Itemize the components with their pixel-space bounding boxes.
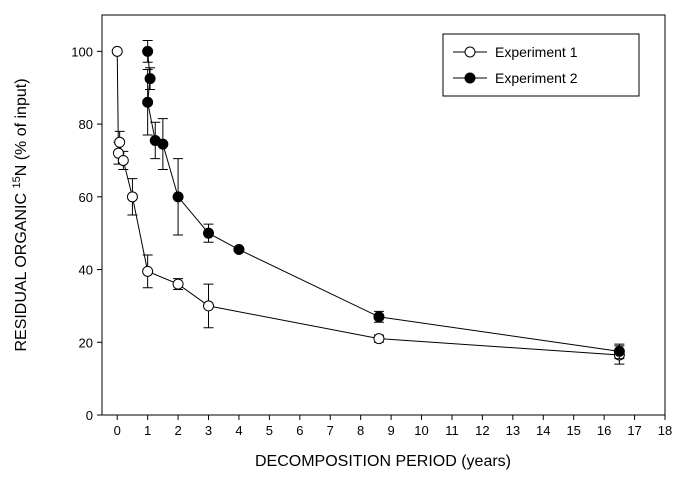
x-tick-label: 14 [536, 423, 550, 438]
y-label-sup: 15 [11, 176, 23, 188]
data-point [203, 227, 215, 239]
y-label-part: N (% of input) [13, 78, 30, 176]
data-point [126, 191, 138, 203]
x-axis-label: DECOMPOSITION PERIOD (years) [255, 453, 511, 470]
x-tick-label: 3 [205, 423, 212, 438]
y-tick-label: 20 [79, 335, 93, 350]
x-tick-label: 13 [506, 423, 520, 438]
data-point [172, 278, 184, 290]
y-tick-label: 0 [86, 408, 93, 423]
data-point [142, 265, 154, 277]
y-axis-label: RESIDUAL ORGANIC 15N (% of input) [11, 78, 30, 351]
data-point [233, 244, 245, 256]
x-tick-label: 16 [597, 423, 611, 438]
x-tick-label: 17 [627, 423, 641, 438]
data-point [157, 138, 169, 150]
x-tick-label: 9 [387, 423, 394, 438]
x-tick-label: 1 [144, 423, 151, 438]
legend-label: Experiment 2 [495, 70, 578, 86]
x-tick-label: 15 [566, 423, 580, 438]
data-point [142, 96, 154, 108]
data-point [172, 191, 184, 203]
data-point [114, 136, 126, 148]
data-point [117, 154, 129, 166]
x-tick-label: 2 [174, 423, 181, 438]
x-tick-label: 10 [414, 423, 428, 438]
data-point [144, 73, 156, 85]
legend-box [442, 33, 640, 97]
data-point [142, 45, 154, 57]
data-point [373, 311, 385, 323]
x-tick-label: 7 [327, 423, 334, 438]
data-point [203, 300, 215, 312]
plot-frame [101, 14, 666, 416]
legend-label: Experiment 1 [495, 44, 578, 60]
x-tick-label: 11 [445, 423, 459, 438]
x-tick-label: 8 [357, 423, 364, 438]
legend-marker [464, 72, 476, 84]
legend-marker [464, 46, 476, 58]
x-tick-label: 6 [296, 423, 303, 438]
data-point [111, 45, 123, 57]
series-line [147, 51, 620, 352]
x-tick-label: 12 [475, 423, 489, 438]
x-tick-label: 0 [114, 423, 121, 438]
series-line [116, 51, 620, 356]
y-tick-label: 60 [79, 190, 93, 205]
data-point [613, 345, 625, 357]
y-tick-label: 80 [79, 117, 93, 132]
y-tick-label: 40 [79, 263, 93, 278]
x-tick-label: 18 [658, 423, 672, 438]
y-tick-label: 100 [71, 44, 93, 59]
x-tick-label: 4 [235, 423, 242, 438]
y-label-part: RESIDUAL ORGANIC [13, 189, 30, 352]
x-tick-label: 5 [266, 423, 273, 438]
data-point [373, 333, 385, 345]
